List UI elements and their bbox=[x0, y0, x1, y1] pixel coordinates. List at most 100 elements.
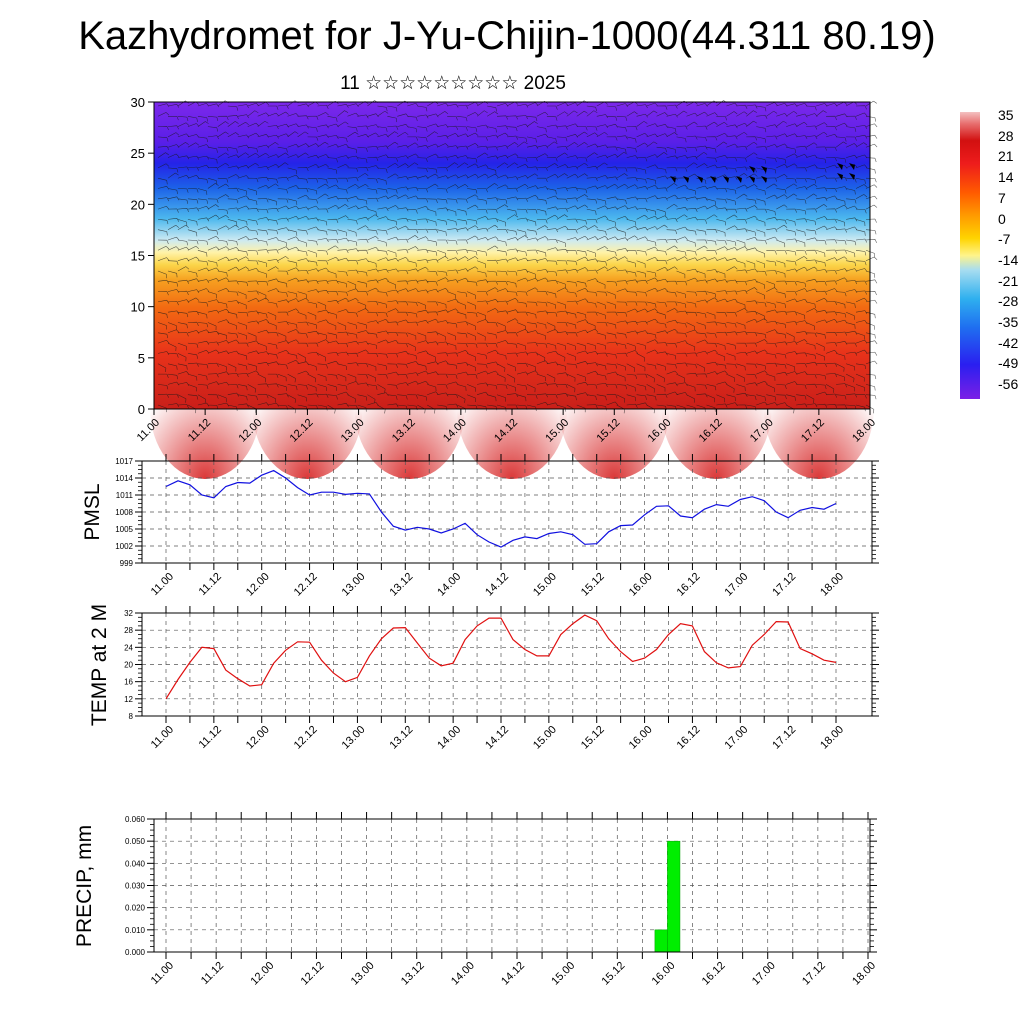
chart-subtitle: 11 ☆☆☆☆☆☆☆☆☆ 2025 bbox=[340, 73, 566, 94]
precip-panel: 0.000 0.010 0.020 0.030 0.040 0.050 0.060 11.0… bbox=[73, 812, 878, 988]
pmsl-y-tick-label: 1002 bbox=[115, 542, 133, 551]
pmsl-y-tick-label: 1017 bbox=[115, 457, 133, 466]
temp-axis-label: TEMP at 2 M bbox=[88, 604, 111, 726]
precip-x-tick-label: 18.00 bbox=[850, 960, 878, 988]
pmsl-y-tick-label: 1008 bbox=[115, 508, 133, 517]
precip-x-tick-label: 12.00 bbox=[248, 960, 276, 988]
wind-flag bbox=[723, 176, 729, 183]
pmsl-x-tick-label: 16.12 bbox=[675, 571, 703, 599]
pmsl-x-tick-label: 17.12 bbox=[770, 571, 798, 599]
temp-x-tick-label: 15.00 bbox=[531, 724, 559, 752]
pmsl-x-tick-label: 14.12 bbox=[483, 571, 511, 599]
pmsl-axis-label: PMSL bbox=[81, 483, 104, 540]
colorbar-label: -21 bbox=[998, 272, 1019, 289]
colorbar-label: -28 bbox=[998, 293, 1019, 310]
colorbar-label: 21 bbox=[998, 148, 1014, 165]
pmsl-x-tick-label: 12.12 bbox=[292, 571, 320, 599]
temp-x-tick-label: 13.12 bbox=[387, 724, 415, 752]
precip-bars bbox=[654, 840, 681, 953]
pmsl-x-tick-label: 16.00 bbox=[627, 571, 655, 599]
pmsl-x-tick-label: 13.12 bbox=[387, 571, 415, 599]
colorbar-label: 14 bbox=[998, 169, 1014, 186]
precip-x-tick-label: 14.00 bbox=[449, 960, 477, 988]
precip-x-tick-label: 11.12 bbox=[199, 960, 226, 987]
wind-flag bbox=[710, 176, 716, 183]
temp-y-tick-label: 20 bbox=[124, 661, 133, 670]
precip-x-tick-label: 17.00 bbox=[750, 960, 778, 988]
precip-x-tick-label: 15.12 bbox=[599, 960, 627, 988]
colorbar-label: 35 bbox=[998, 107, 1014, 123]
colorbar-label: 7 bbox=[998, 189, 1006, 206]
colorbar-label: -49 bbox=[998, 355, 1019, 372]
heatmap-y-tick-label: 20 bbox=[131, 197, 145, 212]
chart-title: Kazhydromet for J-Yu-Chijin-1000(44.311 … bbox=[78, 14, 936, 58]
precip-y-tick-label: 0.010 bbox=[125, 926, 146, 935]
wind-flag bbox=[749, 166, 755, 173]
precip-x-tick-label: 17.12 bbox=[800, 960, 828, 988]
temp-x-tick-label: 16.00 bbox=[627, 724, 655, 752]
temp-y-ticks: 8 12 16 20 24 28 32 bbox=[124, 609, 879, 721]
precip-x-tick-label: 14.12 bbox=[499, 960, 527, 988]
temp-x-tick-label: 11.00 bbox=[149, 724, 176, 751]
colorbar bbox=[960, 112, 980, 399]
colorbar-label: -7 bbox=[998, 231, 1011, 248]
wind-flag bbox=[697, 176, 703, 183]
precip-bar bbox=[654, 929, 668, 953]
pmsl-x-tick-label: 11.12 bbox=[197, 571, 224, 598]
precip-x-tick-label: 13.12 bbox=[399, 960, 427, 988]
colorbar-label: -14 bbox=[998, 251, 1019, 268]
heatmap-y-tick-label: 0 bbox=[138, 402, 145, 417]
pmsl-x-tick-label: 15.00 bbox=[531, 571, 559, 599]
precip-y-ticks: 0.000 0.010 0.020 0.030 0.040 0.050 0.060 bbox=[125, 815, 877, 957]
heatmap-y-tick-label: 15 bbox=[131, 249, 145, 264]
pmsl-y-ticks: 999 1002 1005 1008 1011 1014 1017 bbox=[115, 457, 879, 568]
wind-flag bbox=[670, 176, 676, 183]
temp-y-tick-label: 32 bbox=[124, 609, 133, 618]
wind-flag bbox=[761, 166, 767, 173]
temp-y-tick-label: 16 bbox=[124, 678, 133, 687]
pmsl-x-tick-label: 17.00 bbox=[722, 571, 750, 599]
precip-bar bbox=[667, 840, 681, 953]
pmsl-y-tick-label: 999 bbox=[120, 559, 134, 568]
wind-barbs bbox=[157, 100, 878, 414]
heatmap-y-tick-label: 30 bbox=[131, 95, 145, 110]
precip-y-tick-label: 0.030 bbox=[125, 882, 146, 891]
pmsl-y-tick-label: 1011 bbox=[116, 491, 134, 500]
temp-x-tick-label: 16.12 bbox=[675, 724, 703, 752]
temp-x-tick-label: 18.00 bbox=[818, 724, 846, 752]
heatmap-y-tick-label: 25 bbox=[131, 146, 145, 161]
temp-x-tick-label: 13.00 bbox=[340, 724, 368, 752]
precip-x-ticks: 11.00 11.12 12.00 12.12 13.00 13.12 14.00 14.12… bbox=[149, 812, 878, 988]
temp-x-tick-label: 12.12 bbox=[292, 724, 320, 752]
precip-x-tick-label: 16.00 bbox=[650, 960, 678, 988]
pmsl-y-tick-label: 1005 bbox=[115, 525, 133, 534]
wind-flag bbox=[749, 176, 755, 183]
wind-barb-field bbox=[157, 100, 878, 414]
colorbar-label: -42 bbox=[998, 334, 1019, 351]
precip-y-tick-label: 0.060 bbox=[125, 815, 146, 824]
wind-flag bbox=[837, 163, 843, 170]
colorbar-label: -35 bbox=[998, 314, 1019, 330]
wind-flag bbox=[761, 176, 767, 183]
temp-y-tick-label: 12 bbox=[124, 695, 133, 704]
temp-x-tick-label: 14.00 bbox=[435, 724, 463, 752]
wind-flag bbox=[849, 163, 855, 170]
precip-x-tick-label: 16.12 bbox=[700, 960, 728, 988]
precip-y-tick-label: 0.020 bbox=[125, 904, 146, 913]
precip-y-tick-label: 0.000 bbox=[125, 948, 146, 957]
colorbar-label: -56 bbox=[998, 376, 1019, 393]
pmsl-x-tick-label: 11.00 bbox=[149, 571, 176, 598]
precip-x-tick-label: 13.00 bbox=[349, 960, 377, 988]
temp-y-tick-label: 28 bbox=[124, 626, 133, 635]
temp-x-ticks: 11.00 11.12 12.00 12.12 13.00 13.12 14.00 14.12… bbox=[149, 606, 846, 752]
pmsl-x-tick-label: 15.12 bbox=[579, 571, 607, 599]
wind-flag bbox=[837, 173, 843, 180]
temp-series-line bbox=[165, 614, 837, 700]
precip-y-tick-label: 0.040 bbox=[125, 859, 146, 868]
heatmap-y-tick-label: 5 bbox=[138, 351, 145, 366]
pmsl-series-line bbox=[165, 469, 837, 548]
heatmap-y-ticks: 0 5 10 15 20 25 30 bbox=[131, 95, 154, 417]
